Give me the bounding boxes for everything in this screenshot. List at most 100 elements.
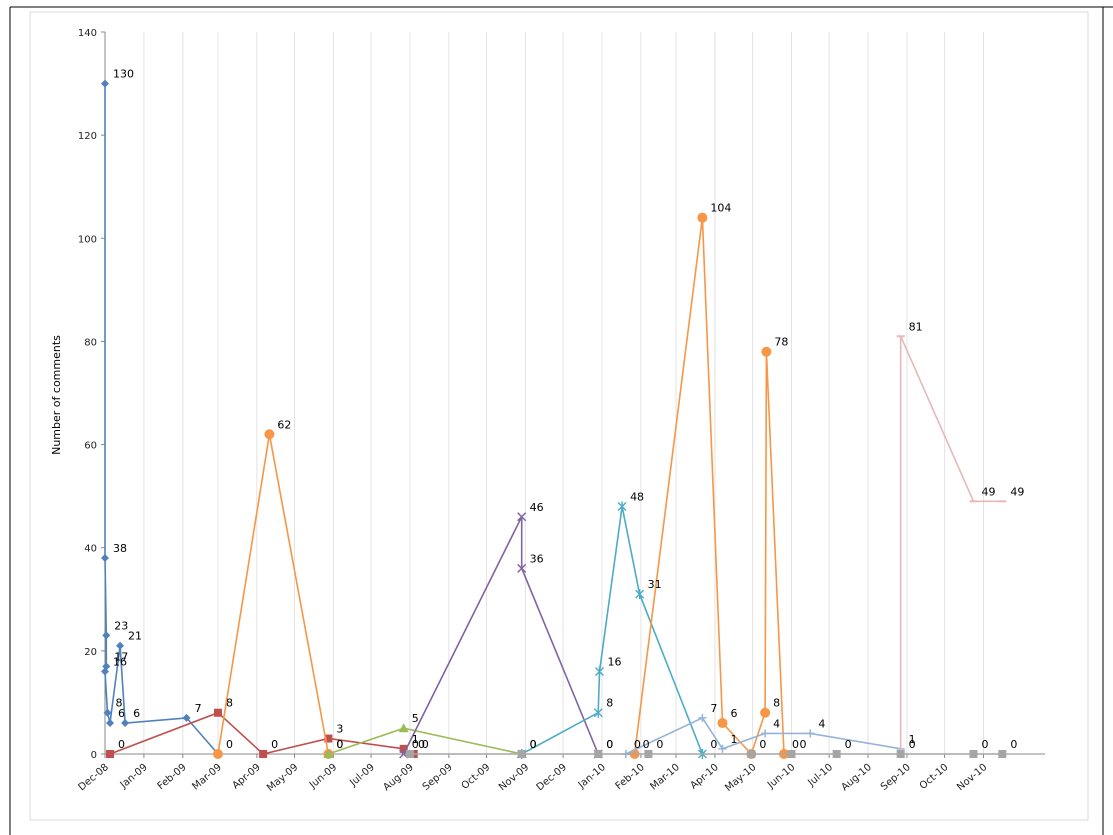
data-point-marker [517,512,527,522]
y-axis-label: Number of comments [50,335,63,455]
data-label: 0 [418,738,425,751]
data-label: 49 [981,485,995,498]
data-label: 0 [412,738,419,751]
data-label: 1 [909,733,916,746]
data-point-marker [593,707,603,718]
data-point-marker [398,723,409,733]
data-point-marker [121,719,130,728]
data-label: 0 [336,738,343,751]
data-label: 1 [730,733,737,746]
data-point-marker [998,750,1007,758]
data-point-marker [718,744,727,753]
data-label: 0 [845,738,852,751]
data-point-marker [594,666,604,677]
data-point-marker [761,346,772,357]
data-label: 16 [607,655,621,668]
y-tick-label: 140 [78,28,97,39]
data-label: 0 [981,738,988,751]
data-point-marker [116,641,125,650]
data-label: 8 [116,697,123,710]
data-point-marker [787,750,796,758]
data-label: 0 [422,738,429,751]
data-point-marker [594,750,603,758]
data-label: 104 [710,202,731,215]
data-point-marker [259,750,268,758]
series-line [625,716,901,755]
data-label: 8 [773,697,780,710]
data-label: 0 [759,738,766,751]
data-point-marker [264,429,275,440]
data-label: 7 [195,702,202,715]
data-point-marker [101,554,109,563]
data-label: 8 [226,697,233,710]
data-point-marker [806,729,815,738]
y-tick-label: 100 [78,234,97,245]
data-point-marker [969,750,978,758]
data-label: 0 [336,738,343,751]
data-point-marker [644,750,653,758]
data-label: 6 [118,707,125,720]
data-label: 81 [909,320,923,333]
data-label: 0 [634,738,641,751]
data-label: 0 [606,738,613,751]
data-label: 0 [792,738,799,751]
data-point-marker [832,750,841,758]
data-point-marker [212,749,223,759]
data-label: 0 [118,738,125,751]
data-label: 0 [710,738,717,751]
data-point-marker [101,79,109,88]
y-tick-label: 60 [84,441,97,452]
chart-area-border [29,11,1089,821]
data-label: 16 [113,655,127,668]
data-label: 0 [909,738,916,751]
data-point-marker [617,501,627,512]
data-label: 1 [412,733,419,746]
data-label: 0 [271,738,278,751]
data-label: 36 [530,552,544,565]
data-point-marker [103,708,112,717]
data-label: 0 [656,738,663,751]
data-label: 0 [606,738,613,751]
data-point-marker [101,667,109,676]
series-line [899,335,1003,754]
data-label: 6 [133,707,140,720]
data-point-marker [697,212,708,223]
data-label: 7 [710,702,717,715]
data-point-marker [896,750,905,758]
data-point-marker [182,713,191,722]
data-label: 4 [773,717,780,730]
data-point-marker [717,718,728,729]
series-line [402,516,599,755]
y-tick-label: 40 [84,544,97,555]
data-point-marker [517,750,526,758]
data-point-marker [405,750,414,758]
data-label: 62 [277,418,291,431]
data-point-marker [635,589,645,600]
data-point-marker [760,707,771,718]
data-point-marker [323,749,334,758]
data-label: 0 [643,738,650,751]
data-point-marker [213,708,222,717]
data-point-marker [747,750,756,758]
y-tick-label: 80 [84,337,97,348]
data-label: 48 [630,490,644,503]
data-label: 38 [113,542,127,555]
data-point-marker [106,719,115,728]
data-label: 6 [730,707,737,720]
data-label: 0 [530,738,537,751]
data-label: 3 [336,723,343,736]
data-label: 5 [412,712,419,725]
data-label: 23 [114,619,128,632]
data-label: 46 [530,501,544,514]
data-label: 0 [799,738,806,751]
y-tick-label: 0 [91,750,97,761]
data-point-marker [102,631,111,640]
data-label: 8 [606,697,613,710]
y-tick-label: 20 [84,647,97,658]
data-label: 21 [128,630,142,643]
data-label: 31 [648,578,662,591]
